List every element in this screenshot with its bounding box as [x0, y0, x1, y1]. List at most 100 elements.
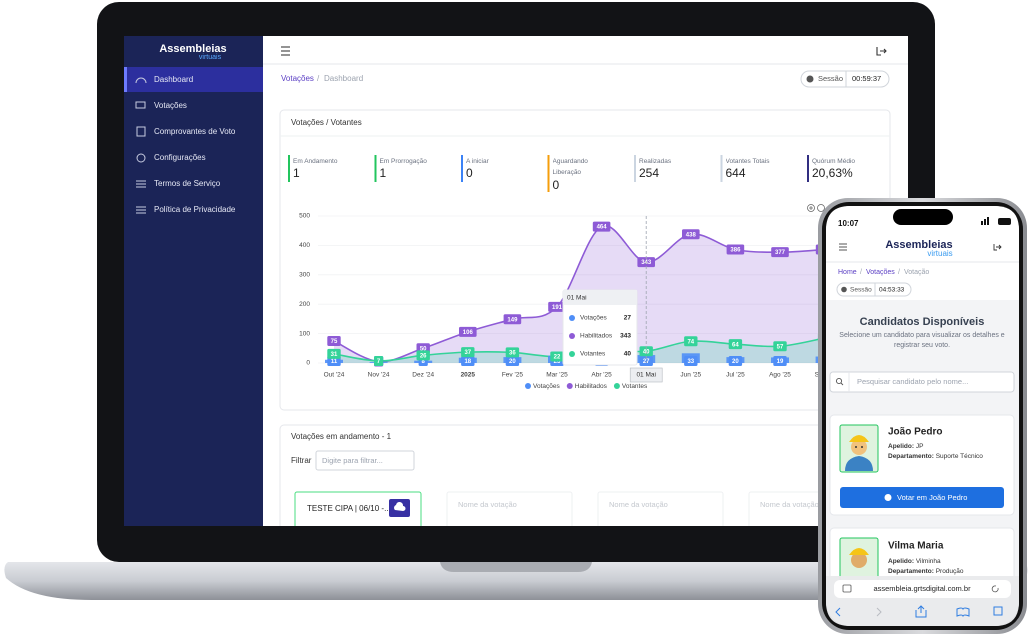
data-label-bg	[505, 356, 520, 366]
icon-dashboard	[135, 77, 147, 84]
breadcrumb-separator: /	[317, 74, 320, 83]
reload-icon[interactable]	[991, 585, 999, 593]
stat-value: 20,63%	[812, 166, 853, 180]
menu-item[interactable]: Configurações	[154, 153, 206, 162]
stat-value: 254	[639, 166, 659, 180]
placeholder-text: Nome da votação	[760, 500, 819, 509]
stat-label: Em Prorrogação	[379, 158, 427, 165]
search-icon-handle	[840, 382, 844, 386]
vote-button-label: Votar em João Pedro	[897, 493, 967, 502]
tooltip-marker	[569, 315, 575, 321]
share-button[interactable]	[915, 605, 927, 618]
phone-search[interactable]	[829, 371, 1015, 393]
menu-item[interactable]: Comprovantes de Voto	[154, 127, 236, 136]
data-label-bg	[374, 355, 384, 366]
icon-configuracoes	[136, 153, 146, 163]
data-label: 19	[777, 359, 784, 365]
topbar: Votações / Dashboard Sessão 00:59:37	[263, 46, 908, 88]
data-label: 20	[732, 359, 739, 365]
phone-description-box: Selecione um candidato para visualizar o…	[839, 332, 1005, 349]
menu-item[interactable]: Termos de Serviço	[154, 179, 221, 188]
filter-input[interactable]	[315, 450, 415, 471]
url-field[interactable]	[834, 580, 1011, 598]
vote-button[interactable]	[840, 487, 1004, 508]
battery	[998, 218, 1011, 225]
field-value: JP	[916, 443, 924, 450]
voting-title: TESTE CIPA | 06/10 -...	[307, 504, 391, 513]
search-icon	[835, 377, 843, 385]
phone-logout[interactable]	[993, 244, 1002, 251]
avatar-eye	[861, 446, 863, 448]
data-label: 37	[464, 350, 471, 356]
stat-label-box: Votantes Totais	[726, 158, 770, 165]
forward-button[interactable]	[876, 607, 882, 617]
stat-label: Aguardando Liberação	[552, 158, 588, 176]
phone-breadcrumb-current: Votação	[904, 269, 929, 276]
zoom-out[interactable]	[817, 204, 825, 212]
stat-label-box: Em Prorrogação	[379, 158, 427, 165]
phone-session-clock	[841, 286, 847, 293]
phone-session-label: Sessão	[850, 287, 872, 294]
stat-indicator	[807, 155, 809, 182]
data-label: 22	[554, 355, 561, 361]
brand: Assembleias	[159, 43, 226, 55]
logout-button[interactable]	[876, 47, 887, 56]
menu-item[interactable]: Política de Privacidade	[154, 205, 236, 214]
avatar-body	[845, 456, 873, 471]
phone-session-pill	[836, 282, 912, 297]
avatar-face	[851, 439, 867, 455]
stat-value: 0	[553, 178, 560, 192]
stat-indicator	[374, 155, 377, 182]
bookmarks-button[interactable]	[956, 607, 970, 618]
data-label: 438	[686, 232, 697, 238]
stat-value: 644	[726, 166, 746, 180]
menu-item[interactable]: Dashboard	[154, 75, 193, 84]
breadcrumb-current: Dashboard	[324, 74, 363, 83]
data-label: 26	[420, 353, 427, 359]
menu-toggle[interactable]	[281, 46, 290, 56]
field-value: Suporte Técnico	[936, 453, 984, 460]
phone-session-time: 04:53:33	[879, 287, 905, 294]
laptop-notch	[440, 562, 592, 572]
data-label: 7	[377, 359, 381, 365]
placeholder-text: Nome da votação	[609, 500, 668, 509]
data-label: 31	[331, 352, 338, 358]
phone-menu-toggle[interactable]	[839, 243, 847, 251]
stat-indicator	[288, 155, 290, 182]
breadcrumb-link[interactable]: Votações	[281, 74, 314, 83]
data-label-bg	[505, 347, 520, 358]
icon-votacoes	[135, 101, 146, 109]
icon-termos	[136, 180, 146, 188]
x-tick-label: Fev '25	[502, 372, 523, 379]
y-tick-label: 100	[299, 330, 310, 337]
x-tick-label: Ago '25	[769, 372, 791, 379]
phone-description: Selecione um candidato para visualizar o…	[839, 332, 1005, 349]
menu-item[interactable]: Votações	[154, 101, 187, 110]
legend-marker	[566, 383, 573, 389]
data-label: 36	[509, 350, 516, 356]
data-label-bg	[327, 348, 341, 359]
menu-icons	[135, 77, 147, 214]
card-title: Votações em andamento - 1	[291, 432, 392, 441]
tabs-button[interactable]	[993, 606, 1003, 616]
field-label: Departamento:	[888, 453, 934, 460]
stat-label-box: Realizadas	[639, 158, 671, 165]
phone-breadcrumb-link[interactable]: Votações	[866, 269, 895, 276]
avatar	[839, 424, 879, 473]
icon-comprovantes	[136, 126, 146, 137]
zoom-in[interactable]	[807, 204, 815, 212]
data-label-bg	[327, 335, 341, 346]
phone-brand-sub: virtuais	[927, 249, 952, 258]
laptop-base	[4, 562, 1028, 600]
back-button[interactable]	[835, 607, 841, 617]
data-label: 64	[732, 342, 739, 348]
stat-label-box: A iniciar	[466, 158, 489, 165]
sidebar-bg	[124, 36, 263, 526]
tooltip-name: Votações	[580, 315, 607, 322]
stat-indicator	[547, 155, 550, 192]
phone-breadcrumb-link[interactable]: Home	[838, 269, 857, 276]
stat-label: Quórum Médio	[812, 158, 855, 165]
chart-toolbar[interactable]	[807, 204, 825, 212]
data-label-bg	[461, 347, 475, 358]
